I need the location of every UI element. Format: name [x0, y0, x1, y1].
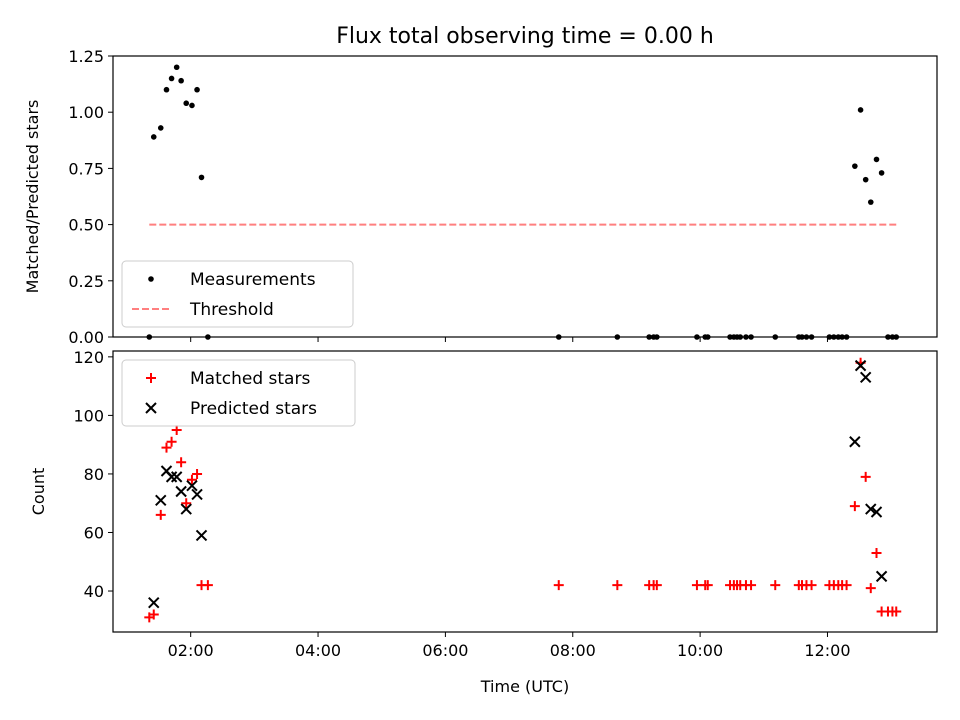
predicted-point [849, 436, 861, 448]
y-tick-label: 80 [84, 465, 104, 484]
y-axis-label: Count [29, 468, 48, 516]
matched-point [202, 580, 213, 591]
matched-point [186, 474, 197, 485]
predicted-point [865, 503, 877, 515]
figure-title: Flux total observing time = 0.00 h [336, 24, 714, 49]
matched-point [553, 580, 564, 591]
predicted-point [155, 494, 167, 506]
x-tick-label: 04:00 [295, 641, 341, 660]
legend-box [121, 359, 356, 427]
predicted-point [859, 371, 872, 384]
matched-point [849, 501, 860, 512]
measurement-point [867, 199, 874, 205]
axes-frame [112, 55, 938, 338]
x-tick-label: 02:00 [168, 641, 214, 660]
matched-point [770, 580, 781, 591]
predicted-point [875, 570, 888, 583]
measurement-point [173, 64, 180, 71]
measurement-point [852, 163, 858, 169]
matched-point [746, 580, 757, 591]
y-tick-label: 0.75 [68, 159, 104, 178]
predicted-point [191, 488, 203, 501]
predicted-point [180, 503, 192, 515]
count-panel: 40 60 80 100 120 02:00 04:00 06:00 08:00 10:00 12:… [29, 348, 938, 696]
y-tick-label: 1.25 [68, 47, 104, 66]
measurement-point [857, 107, 864, 113]
x-tick-label: 08:00 [550, 641, 596, 660]
measurement-point [878, 170, 885, 176]
matched-point [865, 583, 876, 594]
legend-box [121, 260, 354, 328]
measurement-point [189, 102, 195, 109]
legend: Matched stars Predicted stars [121, 359, 356, 427]
matched-point [181, 498, 192, 509]
legend-label: Measurements [190, 270, 316, 290]
matched-point [171, 425, 182, 436]
x-tick-label: 12:00 [804, 641, 850, 660]
matched-point [148, 609, 159, 620]
x-tick-label: 06:00 [422, 641, 468, 660]
legend-swatch [145, 402, 157, 414]
y-tick-label: 120 [73, 348, 104, 367]
matched-point [702, 580, 713, 591]
y-tick-label: 1.00 [68, 103, 104, 122]
y-axis-label: Matched/Predicted stars [23, 100, 42, 294]
predicted-point [148, 597, 160, 609]
x-tick-label: 10:00 [677, 641, 723, 660]
y-tick-label: 0.25 [68, 272, 104, 291]
matched-point [155, 509, 166, 520]
legend: Measurements Threshold [121, 260, 354, 328]
y-tick-label: 0.50 [68, 216, 104, 235]
predicted-point [175, 485, 187, 498]
y-tick-label: 40 [84, 582, 104, 601]
plot-area [144, 357, 902, 623]
predicted-point [870, 506, 883, 518]
matched-point [651, 580, 662, 591]
matched-point [806, 580, 817, 591]
measurement-point [163, 86, 170, 93]
legend-swatch [148, 276, 154, 282]
y-tick-label: 0.00 [68, 328, 104, 347]
axes-frame [112, 350, 938, 633]
predicted-point [186, 479, 198, 492]
matched-point [891, 606, 902, 617]
y-tick-label: 100 [73, 406, 104, 425]
predicted-point [170, 471, 183, 483]
legend-label: Predicted stars [190, 399, 317, 419]
x-axis-label: Time (UTC) [480, 677, 569, 696]
measurement-point [862, 176, 869, 183]
measurement-point [178, 77, 184, 84]
measurement-point [198, 174, 205, 181]
legend-swatch [146, 373, 156, 383]
predicted-point [195, 529, 208, 542]
predicted-point [854, 359, 867, 372]
matched-point [161, 442, 172, 453]
ratio-panel: 0.00 0.25 0.50 0.75 1.00 1.25 Matched/Predicte… [23, 47, 938, 347]
legend-label: Threshold [189, 300, 274, 320]
measurement-point [183, 100, 190, 107]
matched-point [176, 457, 187, 468]
matched-point [166, 436, 177, 447]
measurement-point [194, 86, 200, 93]
measurement-point [157, 125, 164, 131]
measurement-point [873, 156, 880, 163]
measurement-point [168, 75, 175, 82]
matched-point [841, 580, 852, 591]
matched-point [860, 471, 871, 482]
matched-point [871, 547, 882, 558]
predicted-point [165, 471, 178, 483]
matched-point [192, 468, 203, 479]
legend-label: Matched stars [190, 369, 310, 389]
y-tick-label: 60 [84, 523, 104, 542]
matched-point [612, 580, 623, 591]
measurement-point [150, 134, 157, 140]
